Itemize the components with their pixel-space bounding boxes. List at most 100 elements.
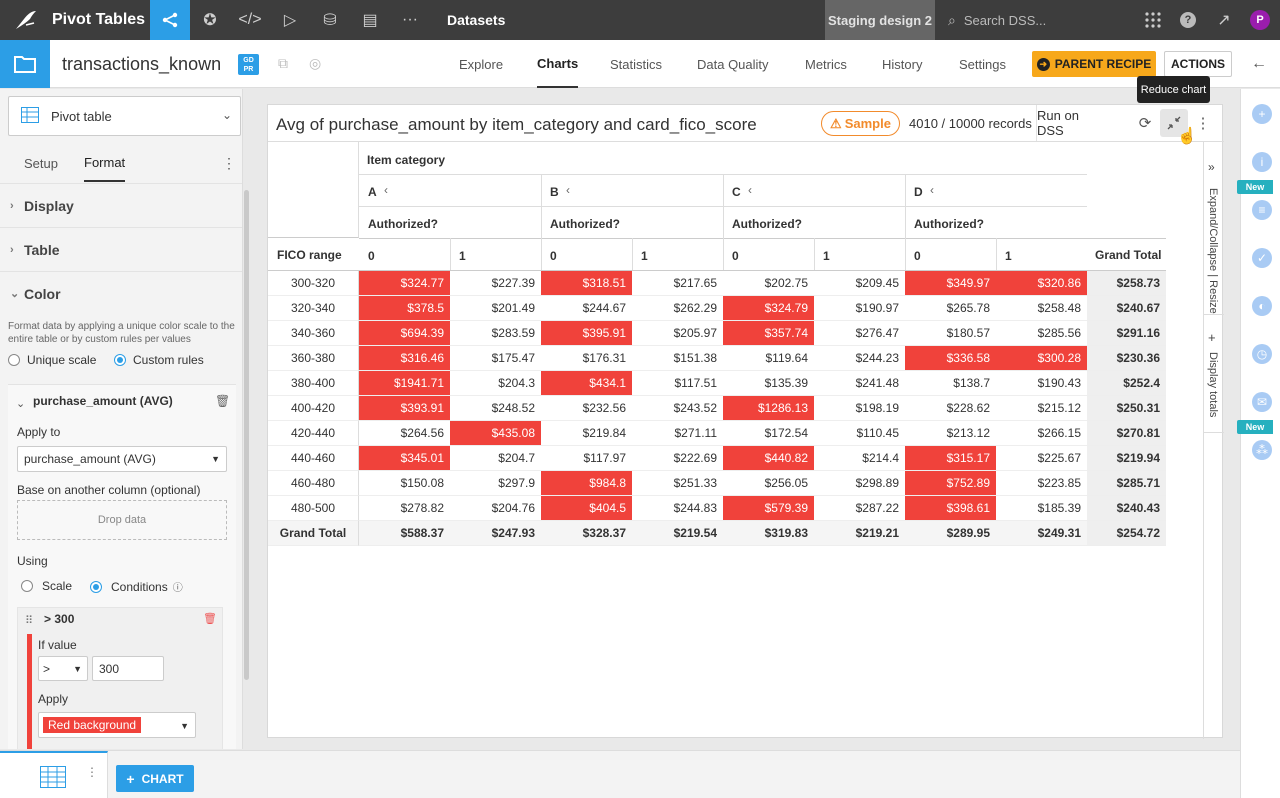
table-cell[interactable]: $110.45: [814, 421, 905, 446]
row-total-cell[interactable]: $240.43: [1087, 496, 1166, 521]
row-total-cell[interactable]: $250.31: [1087, 396, 1166, 421]
table-cell[interactable]: $324.77: [359, 271, 450, 296]
table-cell[interactable]: $119.64: [723, 346, 814, 371]
table-cell[interactable]: $204.76: [450, 496, 541, 521]
discussions-icon[interactable]: ✉: [1252, 392, 1272, 412]
apply-to-select[interactable]: purchase_amount (AVG) ▼: [17, 446, 227, 472]
table-cell[interactable]: $201.49: [450, 296, 541, 321]
info-icon[interactable]: ⓘ: [172, 583, 183, 594]
table-cell[interactable]: $117.51: [632, 371, 723, 396]
table-cell[interactable]: $378.5: [359, 296, 450, 321]
table-cell[interactable]: $180.57: [905, 321, 996, 346]
unique-scale-option[interactable]: Unique scale: [8, 353, 96, 367]
history-icon[interactable]: ◷: [1252, 344, 1272, 364]
column-total-cell[interactable]: $249.31: [996, 521, 1087, 546]
table-cell[interactable]: $198.19: [814, 396, 905, 421]
table-cell[interactable]: $190.97: [814, 296, 905, 321]
table-cell[interactable]: $315.17: [905, 446, 996, 471]
row-total-cell[interactable]: $291.16: [1087, 321, 1166, 346]
table-cell[interactable]: $320.86: [996, 271, 1087, 296]
table-cell[interactable]: $213.12: [905, 421, 996, 446]
parent-recipe-button[interactable]: ➜ PARENT RECIPE: [1032, 51, 1156, 77]
gdpr-badge[interactable]: GD PR: [238, 54, 259, 75]
table-cell[interactable]: $215.12: [996, 396, 1087, 421]
table-cell[interactable]: $204.7: [450, 446, 541, 471]
grand-total-cell[interactable]: $254.72: [1087, 521, 1166, 546]
apply-style-select[interactable]: Red background ▼: [38, 712, 196, 738]
row-total-cell[interactable]: $270.81: [1087, 421, 1166, 446]
check-icon[interactable]: ✓: [1252, 248, 1272, 268]
row-total-cell[interactable]: $252.4: [1087, 371, 1166, 396]
table-cell[interactable]: $300.28: [996, 346, 1087, 371]
table-cell[interactable]: $138.7: [905, 371, 996, 396]
table-cell[interactable]: $232.56: [541, 396, 632, 421]
table-cell[interactable]: $434.1: [541, 371, 632, 396]
custom-rules-option[interactable]: Custom rules: [114, 353, 204, 367]
chart-type-select[interactable]: Pivot table ⌄: [8, 96, 241, 136]
collapse-chevron-icon[interactable]: ‹: [748, 183, 752, 197]
table-cell[interactable]: $204.3: [450, 371, 541, 396]
chart-thumbnail[interactable]: ⋮: [0, 751, 108, 798]
refresh-icon[interactable]: ⟳: [1138, 115, 1152, 132]
dashboard-icon[interactable]: ▤: [362, 12, 378, 29]
double-chevron-icon[interactable]: »: [1208, 160, 1215, 174]
section-datasets[interactable]: Datasets: [447, 12, 506, 28]
table-cell[interactable]: $278.82: [359, 496, 450, 521]
column-total-cell[interactable]: $219.54: [632, 521, 723, 546]
display-totals-control[interactable]: Display totals: [1207, 352, 1219, 418]
table-cell[interactable]: $223.85: [996, 471, 1087, 496]
user-avatar[interactable]: P: [1250, 10, 1270, 30]
row-total-cell[interactable]: $285.71: [1087, 471, 1166, 496]
category-header[interactable]: B: [550, 185, 559, 199]
more-icon[interactable]: ···: [402, 11, 418, 28]
table-cell[interactable]: $287.22: [814, 496, 905, 521]
table-cell[interactable]: $243.52: [632, 396, 723, 421]
table-cell[interactable]: $357.74: [723, 321, 814, 346]
section-color[interactable]: ⌄ Color: [0, 271, 242, 315]
category-header[interactable]: D: [914, 185, 923, 199]
drag-handle-icon[interactable]: ⠿: [25, 615, 34, 627]
table-cell[interactable]: $984.8: [541, 471, 632, 496]
table-cell[interactable]: $297.9: [450, 471, 541, 496]
scale-radio[interactable]: [21, 580, 33, 592]
recipes-icon[interactable]: ✪: [203, 12, 217, 29]
table-cell[interactable]: $225.67: [996, 446, 1087, 471]
conditions-radio[interactable]: [90, 580, 102, 593]
trend-icon[interactable]: ↗: [1217, 12, 1231, 29]
chart-menu-icon[interactable]: ⋮: [1195, 115, 1211, 132]
tab-statistics[interactable]: Statistics: [610, 56, 663, 72]
add-chart-button[interactable]: + CHART: [116, 765, 194, 792]
column-total-cell[interactable]: $219.21: [814, 521, 905, 546]
search-box[interactable]: ⌕ Search DSS...: [944, 4, 1130, 36]
collapse-chevron-icon[interactable]: ‹: [930, 183, 934, 197]
project-name[interactable]: Staging design 2: [825, 0, 935, 40]
column-total-cell[interactable]: $328.37: [541, 521, 632, 546]
app-title[interactable]: Pivot Tables: [52, 11, 146, 28]
schema-icon[interactable]: ≡: [1252, 200, 1272, 220]
column-total-cell[interactable]: $588.37: [359, 521, 450, 546]
add-icon[interactable]: +: [1252, 104, 1272, 124]
code-icon[interactable]: </>: [238, 11, 262, 28]
sample-badge[interactable]: ⚠ Sample: [821, 111, 900, 136]
table-cell[interactable]: $694.39: [359, 321, 450, 346]
kebab-menu-icon[interactable]: ⋮: [222, 155, 236, 171]
table-cell[interactable]: $244.83: [632, 496, 723, 521]
plus-icon[interactable]: +: [1208, 330, 1216, 345]
conditions-option[interactable]: Conditions ⓘ: [90, 579, 183, 594]
collapse-chevron-icon[interactable]: ‹: [384, 183, 388, 197]
flow-icon[interactable]: [150, 0, 190, 40]
collapse-right-panel-icon[interactable]: ←: [1251, 55, 1267, 72]
table-cell[interactable]: $276.47: [814, 321, 905, 346]
tab-metrics[interactable]: Metrics: [805, 56, 847, 72]
table-cell[interactable]: $324.79: [723, 296, 814, 321]
table-cell[interactable]: $316.46: [359, 346, 450, 371]
table-cell[interactable]: $393.91: [359, 396, 450, 421]
table-cell[interactable]: $175.47: [450, 346, 541, 371]
expand-collapse-resize-control[interactable]: Expand/Collapse | Resize: [1207, 188, 1219, 314]
table-cell[interactable]: $318.51: [541, 271, 632, 296]
custom-rules-radio[interactable]: [114, 354, 126, 366]
table-cell[interactable]: $1286.13: [723, 396, 814, 421]
table-cell[interactable]: $752.89: [905, 471, 996, 496]
operator-select[interactable]: > ▼: [38, 656, 88, 681]
chevron-down-icon[interactable]: ⌄: [16, 398, 26, 410]
